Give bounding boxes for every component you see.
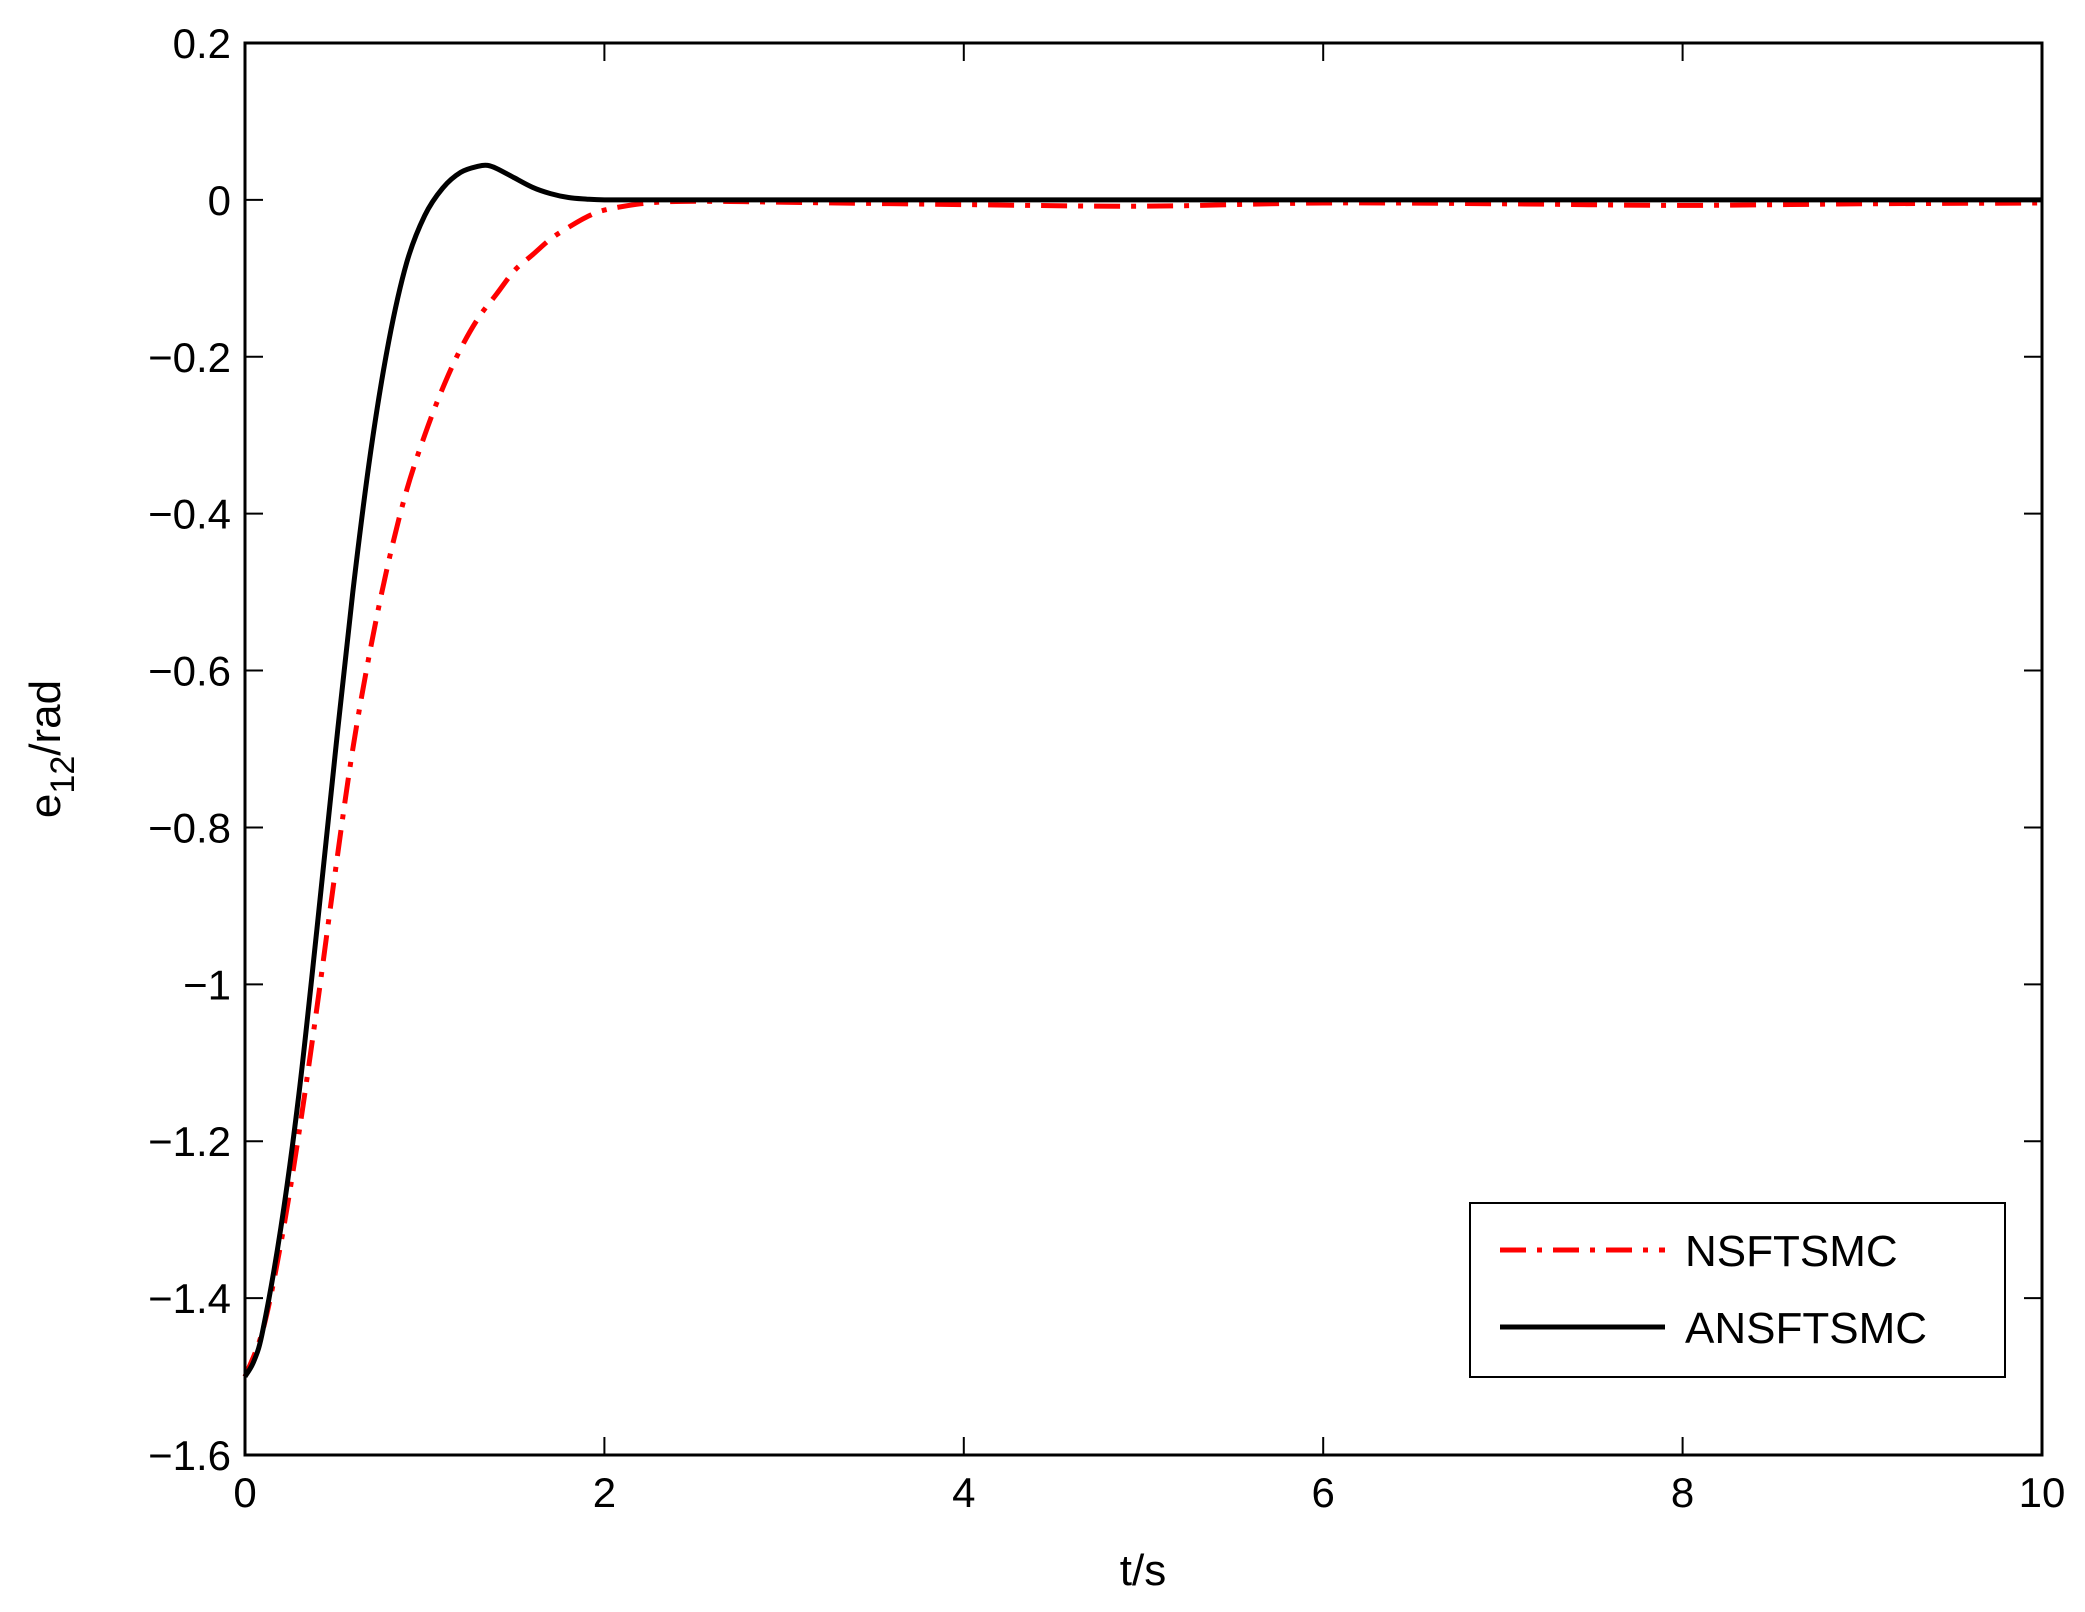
series-layer [242, 162, 2043, 1378]
series-line-nsftsmc [242, 198, 2043, 1378]
legend: NSFTSMC ANSFTSMC [1469, 1202, 2006, 1378]
legend-label-nsftsmc: NSFTSMC [1685, 1227, 1898, 1276]
x-tick-label: 0 [233, 1469, 256, 1516]
y-axis-label: e12/rad [21, 680, 82, 818]
plot-area-frame [243, 41, 2044, 1457]
y-axis-label-base: e [21, 794, 70, 818]
y-tick-label: 0.2 [173, 20, 231, 67]
axis-ticks: 0 2 4 6 8 10 0.2 0 −0.2 −0.4 −0.6 −0.8 −1 −1.2 −1.4 −1.… [148, 20, 2065, 1516]
y-tick-label: −0.8 [148, 804, 231, 851]
y-tick-label: −0.2 [148, 334, 231, 381]
y-tick-label: 0 [208, 177, 231, 224]
legend-box [1469, 1202, 2006, 1378]
y-axis-label-suffix: /rad [21, 680, 70, 756]
x-tick-label: 6 [1312, 1469, 1335, 1516]
x-tick-label: 10 [2019, 1469, 2066, 1516]
x-tick-label: 2 [593, 1469, 616, 1516]
x-axis-label: t/s [1120, 1546, 1166, 1595]
series-line-ansftsmc [242, 162, 2042, 1378]
x-tick-label: 8 [1671, 1469, 1694, 1516]
y-tick-label: −1.4 [148, 1275, 231, 1322]
x-tick-label: 4 [952, 1469, 975, 1516]
legend-label-ansftsmc: ANSFTSMC [1685, 1304, 1927, 1353]
y-axis-label-subscript: 12 [44, 756, 82, 794]
y-tick-label: −0.6 [148, 648, 231, 695]
y-tick-label: −1.2 [148, 1118, 231, 1165]
y-tick-label: −1.6 [148, 1432, 231, 1479]
y-tick-label: −1 [183, 961, 231, 1008]
y-tick-label: −0.4 [148, 491, 231, 538]
